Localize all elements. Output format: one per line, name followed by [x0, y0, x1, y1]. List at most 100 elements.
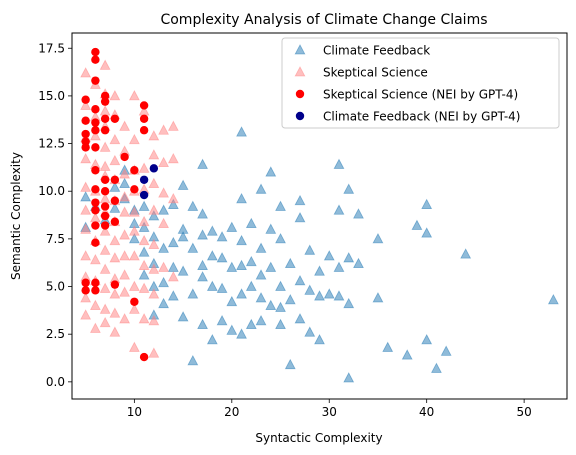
point-climate-feedback-14 — [138, 246, 150, 257]
point-climate-feedback-nei-by-gpt-4-0 — [139, 175, 149, 184]
point-skeptical-science-95 — [167, 271, 179, 282]
point-climate-feedback-87 — [304, 244, 316, 255]
point-climate-feedback-61 — [236, 328, 247, 339]
point-skeptical-science-35 — [99, 303, 111, 314]
point-climate-feedback-22 — [158, 242, 170, 253]
point-climate-feedback-4 — [109, 181, 121, 192]
point-skeptical-science-93 — [167, 152, 179, 164]
point-climate-feedback-66 — [255, 183, 267, 194]
point-skeptical-science-44 — [109, 234, 121, 246]
point-climate-feedback-36 — [187, 288, 199, 299]
legend-marker-climate-feedback-nei-by-gpt-4 — [295, 111, 305, 121]
point-skeptical-science-nei-by-gpt-4-34 — [110, 217, 120, 226]
point-climate-feedback-94 — [323, 288, 335, 299]
point-skeptical-science-39 — [109, 133, 121, 145]
point-climate-feedback-42 — [197, 271, 208, 282]
y-axis-title: Semantic Complexity — [9, 152, 23, 280]
point-skeptical-science-21 — [89, 322, 101, 333]
point-climate-feedback-85 — [294, 274, 306, 286]
point-skeptical-science-4 — [80, 181, 92, 192]
x-tick-label: 40 — [419, 405, 434, 419]
point-climate-feedback-57 — [236, 192, 247, 204]
point-skeptical-science-nei-by-gpt-4-20 — [91, 278, 100, 287]
point-skeptical-science-nei-by-gpt-4-43 — [139, 352, 149, 362]
point-climate-feedback-56 — [236, 126, 247, 137]
point-climate-feedback-41 — [197, 259, 208, 270]
point-climate-feedback-55 — [226, 324, 238, 335]
point-climate-feedback-21 — [158, 204, 170, 215]
legend-label-skeptical-science: Skeptical Science — [323, 66, 428, 80]
point-skeptical-science-22 — [99, 59, 111, 70]
point-climate-feedback-113 — [431, 362, 442, 373]
point-skeptical-science-nei-by-gpt-4-12 — [91, 126, 100, 135]
point-climate-feedback-114 — [440, 345, 452, 356]
plot-frame — [71, 32, 568, 400]
point-climate-feedback-51 — [216, 314, 228, 326]
point-skeptical-science-nei-by-gpt-4-40 — [139, 101, 149, 110]
point-skeptical-science-65 — [128, 225, 140, 236]
point-skeptical-science-56 — [119, 250, 131, 261]
point-climate-feedback-79 — [275, 318, 286, 330]
point-climate-feedback-110 — [421, 198, 433, 209]
point-skeptical-science-nei-by-gpt-4-0 — [81, 95, 90, 104]
point-skeptical-science-32 — [99, 244, 111, 255]
point-climate-feedback-90 — [314, 265, 325, 276]
point-climate-feedback-69 — [255, 292, 267, 303]
point-skeptical-science-53 — [119, 191, 131, 202]
point-skeptical-science-33 — [99, 263, 111, 274]
point-climate-feedback-59 — [236, 259, 247, 270]
point-skeptical-science-55 — [119, 229, 131, 240]
point-climate-feedback-116 — [547, 294, 559, 305]
point-skeptical-science-52 — [119, 168, 131, 179]
point-climate-feedback-25 — [167, 198, 179, 209]
point-skeptical-science-68 — [128, 303, 140, 314]
y-tick-label: 2.5 — [46, 327, 65, 341]
point-climate-feedback-102 — [343, 372, 355, 383]
legend-label-skeptical-science-nei-by-gpt-4: Skeptical Science (NEI by GPT-4) — [323, 88, 518, 102]
point-climate-feedback-46 — [206, 280, 218, 291]
point-climate-feedback-64 — [245, 280, 257, 291]
point-climate-feedback-72 — [265, 223, 277, 234]
point-skeptical-science-81 — [148, 204, 160, 215]
point-climate-feedback-54 — [226, 295, 238, 307]
y-tick-label: 17.5 — [38, 41, 65, 55]
point-skeptical-science-88 — [158, 156, 170, 168]
point-climate-feedback-58 — [236, 234, 247, 246]
point-climate-feedback-27 — [167, 261, 179, 272]
point-skeptical-science-nei-by-gpt-4-17 — [91, 206, 100, 215]
point-climate-feedback-100 — [343, 252, 355, 263]
point-climate-feedback-44 — [206, 225, 218, 236]
point-skeptical-science-nei-by-gpt-4-10 — [91, 105, 100, 114]
point-climate-feedback-0 — [80, 191, 92, 202]
point-skeptical-science-49 — [109, 326, 121, 337]
point-skeptical-science-76 — [138, 282, 150, 293]
point-skeptical-science-nei-by-gpt-4-2 — [81, 129, 90, 139]
point-climate-feedback-109 — [411, 219, 423, 230]
point-skeptical-science-nei-by-gpt-4-28 — [100, 202, 110, 211]
point-skeptical-science-69 — [128, 341, 140, 352]
point-climate-feedback-16 — [148, 210, 160, 221]
point-climate-feedback-92 — [314, 334, 325, 345]
point-skeptical-science-5 — [80, 204, 92, 215]
point-climate-feedback-95 — [333, 158, 345, 169]
point-climate-feedback-108 — [401, 349, 413, 360]
legend-marker-skeptical-science — [294, 66, 306, 77]
point-climate-feedback-106 — [372, 292, 384, 303]
point-climate-feedback-26 — [167, 236, 179, 248]
point-climate-feedback-39 — [197, 208, 208, 219]
point-climate-feedback-29 — [177, 179, 189, 190]
point-climate-feedback-65 — [245, 318, 257, 330]
point-climate-feedback-62 — [245, 217, 257, 229]
point-skeptical-science-61 — [128, 133, 140, 145]
point-skeptical-science-nei-by-gpt-4-39 — [130, 297, 139, 306]
point-skeptical-science-nei-by-gpt-4-7 — [91, 47, 100, 57]
point-climate-feedback-nei-by-gpt-4-1 — [139, 190, 149, 200]
point-climate-feedback-91 — [314, 290, 325, 301]
point-skeptical-science-nei-by-gpt-4-5 — [81, 278, 90, 287]
point-climate-feedback-13 — [138, 221, 150, 232]
point-skeptical-science-nei-by-gpt-4-14 — [91, 166, 100, 175]
legend-label-climate-feedback: Climate Feedback — [323, 44, 430, 58]
point-climate-feedback-82 — [284, 358, 296, 370]
point-skeptical-science-nei-by-gpt-4-42 — [139, 126, 149, 135]
point-skeptical-science-83 — [148, 263, 160, 274]
